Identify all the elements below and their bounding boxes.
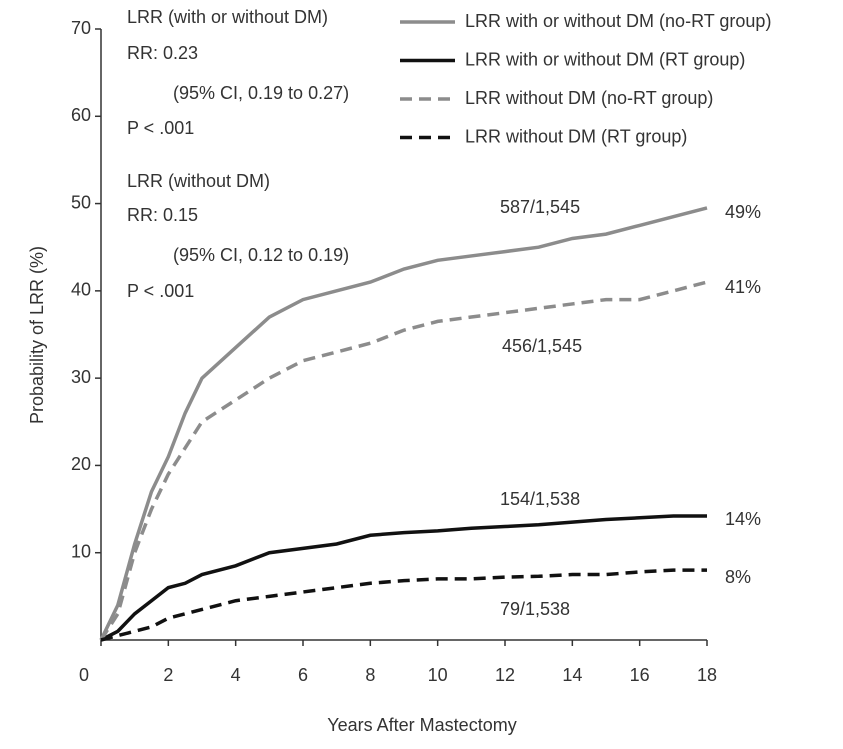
x-tick-label: 14 — [562, 665, 582, 685]
x-tick-label: 0 — [79, 665, 89, 685]
annotation: 49% — [725, 202, 761, 222]
y-tick-label: 10 — [71, 541, 91, 561]
y-tick-label: 40 — [71, 280, 91, 300]
annotation: 154/1,538 — [500, 489, 580, 509]
series-line — [99, 206, 708, 641]
annotation: P < .001 — [127, 281, 194, 301]
y-axis-label: Probability of LRR (%) — [27, 246, 47, 424]
y-tick-label: 30 — [71, 367, 91, 387]
x-tick-label: 2 — [163, 665, 173, 685]
annotation: 79/1,538 — [500, 599, 570, 619]
annotation: (95% CI, 0.19 to 0.27) — [173, 83, 349, 103]
y-tick-label: 60 — [71, 105, 91, 125]
series-line — [100, 568, 707, 642]
annotation: 456/1,545 — [502, 336, 582, 356]
series-line — [100, 514, 707, 642]
legend-label: LRR without DM (RT group) — [465, 126, 687, 146]
x-tick-label: 8 — [365, 665, 375, 685]
x-tick-label: 16 — [630, 665, 650, 685]
annotation: LRR (without DM) — [127, 171, 270, 191]
y-tick-label: 50 — [71, 192, 91, 212]
annotation: 14% — [725, 509, 761, 529]
annotation: P < .001 — [127, 118, 194, 138]
legend-label: LRR without DM (no-RT group) — [465, 88, 713, 108]
annotation: (95% CI, 0.12 to 0.19) — [173, 245, 349, 265]
annotation: RR: 0.15 — [127, 205, 198, 225]
annotation: RR: 0.23 — [127, 43, 198, 63]
x-axis-label: Years After Mastectomy — [327, 715, 516, 735]
x-tick-label: 10 — [428, 665, 448, 685]
x-tick-label: 12 — [495, 665, 515, 685]
x-tick-label: 4 — [231, 665, 241, 685]
legend-label: LRR with or without DM (RT group) — [465, 49, 745, 69]
y-tick-label: 70 — [71, 18, 91, 38]
annotation: 587/1,545 — [500, 197, 580, 217]
series-line — [99, 280, 708, 641]
annotation: LRR (with or without DM) — [127, 7, 328, 27]
legend-label: LRR with or without DM (no-RT group) — [465, 11, 771, 31]
annotations: LRR (with or without DM) RR: 0.23 (95% C… — [127, 7, 761, 619]
annotation: 8% — [725, 567, 751, 587]
y-tick-label: 20 — [71, 454, 91, 474]
x-tick-label: 18 — [697, 665, 717, 685]
x-tick-label: 6 — [298, 665, 308, 685]
annotation: 41% — [725, 277, 761, 297]
